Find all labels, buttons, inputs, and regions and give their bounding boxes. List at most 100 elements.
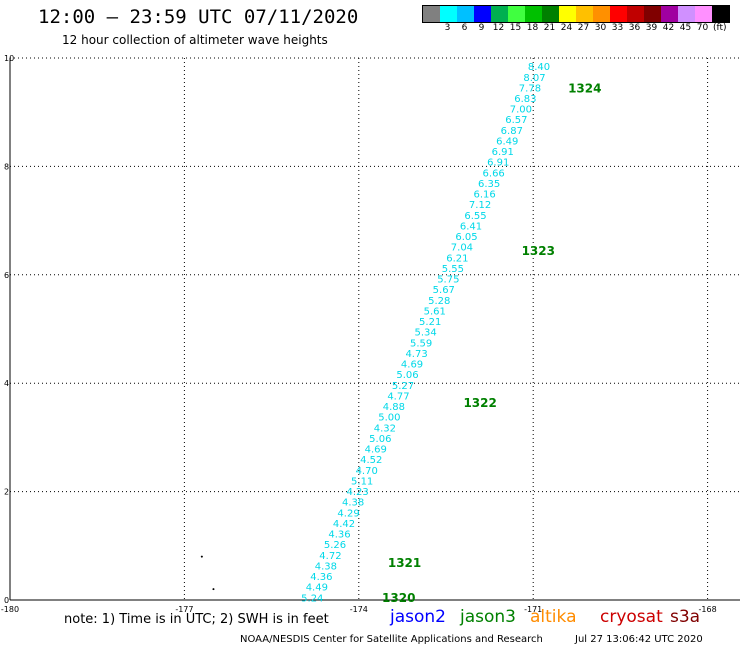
color-scale-swatch bbox=[678, 6, 695, 22]
pass-number-label: 1322 bbox=[463, 396, 496, 410]
x-tick-label: -171 bbox=[524, 605, 542, 614]
color-scale-label: 30 bbox=[594, 23, 607, 33]
color-scale-swatch bbox=[712, 6, 729, 22]
wave-height-value: 8.40 bbox=[528, 62, 550, 73]
color-scale-label: 70 bbox=[696, 23, 709, 33]
wave-height-value: 5.21 bbox=[419, 317, 441, 328]
wave-height-value: 7.78 bbox=[519, 83, 541, 94]
color-scale-swatch bbox=[525, 6, 542, 22]
wave-height-value: 5.26 bbox=[324, 540, 346, 551]
color-scale-swatch bbox=[440, 6, 457, 22]
x-tick-label: -168 bbox=[699, 605, 717, 614]
wave-height-value: 5.00 bbox=[378, 413, 400, 424]
wave-height-value: 4.38 bbox=[342, 498, 364, 509]
color-scale-label: 3 bbox=[444, 23, 451, 33]
wave-height-value: 6.57 bbox=[505, 115, 527, 126]
wave-height-value: 6.16 bbox=[473, 190, 495, 201]
map-title: 12:00 – 23:59 UTC 07/11/2020 bbox=[38, 6, 359, 28]
pass-number-label: 1324 bbox=[568, 82, 601, 96]
color-scale-label: 39 bbox=[645, 23, 658, 33]
color-scale-label: 42 bbox=[662, 23, 675, 33]
wave-height-value: 5.24 bbox=[301, 593, 323, 604]
wave-height-value: 6.05 bbox=[455, 232, 477, 243]
color-scale-swatch bbox=[695, 6, 712, 22]
y-tick-label: 8 bbox=[4, 162, 9, 171]
wave-height-value: 4.88 bbox=[383, 402, 405, 413]
wave-height-value: 5.75 bbox=[437, 275, 459, 286]
wave-height-value: 7.04 bbox=[451, 243, 473, 254]
color-scale-label: 36 bbox=[628, 23, 641, 33]
wave-height-value: 5.34 bbox=[415, 328, 437, 339]
pass-number-label: 1321 bbox=[388, 556, 421, 570]
wave-height-value: 4.42 bbox=[333, 519, 355, 530]
color-scale-swatch bbox=[491, 6, 508, 22]
wave-height-value: 5.11 bbox=[351, 476, 373, 487]
color-scale-label: 21 bbox=[543, 23, 556, 33]
color-scale-swatch bbox=[593, 6, 610, 22]
color-scale-swatch bbox=[508, 6, 525, 22]
pass-number-label: 1323 bbox=[522, 244, 555, 258]
legend-item-altika: altika bbox=[530, 607, 577, 627]
wave-height-value: 6.49 bbox=[496, 136, 518, 147]
wave-height-value: 6.21 bbox=[446, 253, 468, 264]
legend-item-jason3: jason3 bbox=[460, 607, 516, 627]
wave-height-value: 6.41 bbox=[460, 221, 482, 232]
color-scale-label: 6 bbox=[461, 23, 468, 33]
color-scale-label: 33 bbox=[611, 23, 624, 33]
wave-height-value: 6.83 bbox=[514, 94, 536, 105]
color-scale-label: 9 bbox=[478, 23, 485, 33]
wave-height-value: 5.55 bbox=[442, 264, 464, 275]
wave-height-value: 4.52 bbox=[360, 455, 382, 466]
wave-height-value: 5.27 bbox=[392, 381, 414, 392]
wave-height-value: 4.69 bbox=[365, 445, 387, 456]
wave-height-value: 4.77 bbox=[387, 391, 409, 402]
wave-height-value: 4.36 bbox=[310, 572, 332, 583]
y-tick-label: 0 bbox=[4, 596, 9, 605]
y-tick-label: 4 bbox=[4, 379, 9, 388]
color-scale-swatch bbox=[576, 6, 593, 22]
wave-height-value: 4.73 bbox=[405, 349, 427, 360]
legend-item-jason2: jason2 bbox=[390, 607, 446, 627]
wave-height-value: 7.12 bbox=[469, 200, 491, 211]
color-scale-label: 45 bbox=[679, 23, 692, 33]
wave-height-value: 8.07 bbox=[523, 73, 545, 84]
color-scale-swatch bbox=[559, 6, 576, 22]
wave-height-value: 6.55 bbox=[464, 211, 486, 222]
timestamp-text: Jul 27 13:06:42 UTC 2020 bbox=[575, 634, 703, 645]
y-tick-label: 6 bbox=[4, 271, 9, 280]
wave-height-value: 6.91 bbox=[492, 147, 514, 158]
color-scale-swatch bbox=[610, 6, 627, 22]
wave-height-value: 6.35 bbox=[478, 179, 500, 190]
x-tick-label: -177 bbox=[175, 605, 193, 614]
credit-text: NOAA/NESDIS Center for Satellite Applica… bbox=[240, 634, 543, 645]
wave-height-value: 4.36 bbox=[328, 530, 350, 541]
color-scale-label: 15 bbox=[509, 23, 522, 33]
y-tick-label: 10 bbox=[4, 54, 14, 63]
legend-item-s3a: s3a bbox=[670, 607, 701, 627]
island-marker bbox=[200, 555, 203, 558]
wave-height-value: 4.23 bbox=[347, 487, 369, 498]
wave-height-value: 5.61 bbox=[424, 306, 446, 317]
footer-note: note: 1) Time is in UTC; 2) SWH is in fe… bbox=[64, 612, 329, 627]
wave-height-value: 6.66 bbox=[483, 168, 505, 179]
wave-height-value: 5.06 bbox=[396, 370, 418, 381]
wave-height-value: 6.91 bbox=[487, 158, 509, 169]
legend-item-cryosat: cryosat bbox=[600, 607, 663, 627]
color-scale-label: 12 bbox=[492, 23, 505, 33]
x-tick-label: -180 bbox=[1, 605, 19, 614]
wave-height-value: 6.87 bbox=[501, 126, 523, 137]
color-scale-units: (ft) bbox=[713, 23, 727, 33]
color-scale-labels: 3 6 9 12 15 18 21 24 27 30 33 36 39 42 45 70 bbox=[422, 23, 728, 35]
wave-height-value: 5.67 bbox=[433, 285, 455, 296]
color-scale-swatch bbox=[627, 6, 644, 22]
pass-number-label: 1320 bbox=[382, 591, 415, 605]
wave-height-value: 5.59 bbox=[410, 338, 432, 349]
y-tick-label: 2 bbox=[4, 488, 9, 497]
wave-height-value: 4.29 bbox=[337, 508, 359, 519]
wave-height-value: 4.32 bbox=[374, 423, 396, 434]
color-scale-label: 27 bbox=[577, 23, 590, 33]
color-scale-swatch bbox=[474, 6, 491, 22]
map-subtitle: 12 hour collection of altimeter wave hei… bbox=[62, 33, 328, 47]
wave-height-value: 4.69 bbox=[401, 360, 423, 371]
